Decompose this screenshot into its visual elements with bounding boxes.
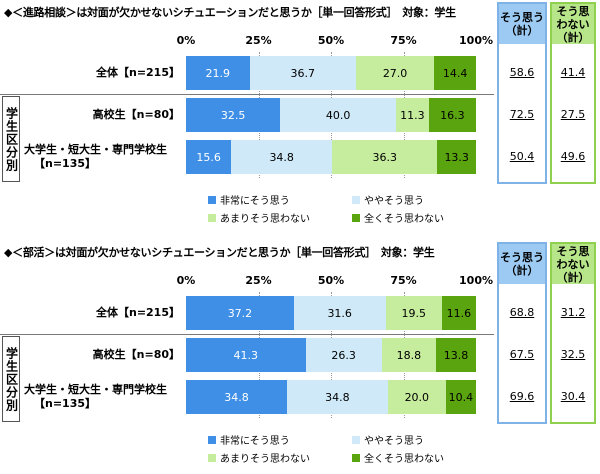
legend-label: 非常にそう思う xyxy=(220,436,290,447)
row-label: 大学生・短大生・専門学校生 【n=135】 xyxy=(24,383,167,410)
summary-header-agree: そう思う（計） xyxy=(499,4,545,44)
stacked-bar: 41.3 26.3 18.8 13.8 xyxy=(186,338,476,372)
legend-swatch xyxy=(352,453,360,462)
legend-item: 非常にそう思う xyxy=(208,192,290,207)
x-tick-label: 25% xyxy=(245,274,272,287)
legend-swatch xyxy=(352,195,360,204)
legend-label: 全くそう思わない xyxy=(364,454,444,465)
legend-item: 非常にそう思う xyxy=(208,432,290,447)
summary-column-agree xyxy=(497,242,547,424)
bar-segment-3: 27.0 xyxy=(355,56,435,90)
bar-segment-4: 11.6 xyxy=(442,296,476,330)
summary-value-disagree: 49.6 xyxy=(560,150,586,163)
bar-segment-3: 18.8 xyxy=(381,338,437,372)
row-label: 全体【n=215】 xyxy=(95,306,180,319)
bar-segment-4: 10.4 xyxy=(445,380,476,414)
summary-column-disagree xyxy=(550,242,596,424)
group-label: 学生区分別 xyxy=(2,96,20,182)
legend-swatch xyxy=(352,213,360,222)
summary-header-agree: そう思う（計） xyxy=(499,244,545,284)
summary-value-disagree: 27.5 xyxy=(560,108,586,121)
stacked-bar: 21.9 36.7 27.0 14.4 xyxy=(186,56,476,90)
chart-title: ◆＜部活＞は対面が欠かせないシチュエーションだと思うか［単一回答形式］ 対象：学… xyxy=(4,246,435,259)
bar-segment-1: 41.3 xyxy=(186,338,306,372)
bar-segment-3: 20.0 xyxy=(387,380,446,414)
bar-segment-2: 31.6 xyxy=(293,296,386,330)
summary-column-disagree xyxy=(550,2,596,184)
legend-label: あまりそう思わない xyxy=(220,454,310,465)
legend-item: ややそう思う xyxy=(352,192,424,207)
x-tick-label: 50% xyxy=(317,34,345,47)
summary-value-agree: 50.4 xyxy=(509,150,535,163)
x-tick-label: 75% xyxy=(390,34,417,47)
summary-value-agree: 67.5 xyxy=(509,348,535,361)
bar-segment-3: 19.5 xyxy=(385,296,443,330)
legend-item: 全くそう思わない xyxy=(352,450,444,465)
x-tick-label: 100% xyxy=(459,274,493,287)
summary-value-agree: 72.5 xyxy=(509,108,535,121)
x-tick-label: 75% xyxy=(390,274,417,287)
summary-value-agree: 68.8 xyxy=(509,306,535,319)
chart-panel-1: ◆＜進路相談＞は対面が欠かせないシチュエーションだと思うか［単一回答形式］ 対象… xyxy=(0,0,600,234)
summary-value-disagree: 31.2 xyxy=(560,306,586,319)
x-tick-label: 25% xyxy=(245,34,272,47)
summary-column-agree xyxy=(497,2,547,184)
legend-label: あまりそう思わない xyxy=(220,214,310,225)
x-tick-label: 50% xyxy=(317,274,345,287)
summary-value-disagree: 41.4 xyxy=(560,66,586,79)
stacked-bar: 15.6 34.8 36.3 13.3 xyxy=(186,140,476,174)
legend-item: あまりそう思わない xyxy=(208,450,310,465)
legend-item: ややそう思う xyxy=(352,432,424,447)
bar-segment-2: 34.8 xyxy=(286,380,388,414)
bar-segment-1: 21.9 xyxy=(186,56,250,90)
legend-label: 非常にそう思う xyxy=(220,196,290,207)
legend-label: 全くそう思わない xyxy=(364,214,444,225)
bar-segment-3: 36.3 xyxy=(332,140,438,174)
chart-title: ◆＜進路相談＞は対面が欠かせないシチュエーションだと思うか［単一回答形式］ 対象… xyxy=(4,6,456,19)
legend-swatch xyxy=(352,435,360,444)
legend-swatch xyxy=(208,453,216,462)
bar-segment-1: 37.2 xyxy=(186,296,294,330)
group-label: 学生区分別 xyxy=(2,336,20,422)
bar-segment-2: 40.0 xyxy=(280,98,397,132)
chart-panel-2: ◆＜部活＞は対面が欠かせないシチュエーションだと思うか［単一回答形式］ 対象：学… xyxy=(0,240,600,474)
legend-swatch xyxy=(208,195,216,204)
legend-swatch xyxy=(208,213,216,222)
stacked-bar: 32.5 40.0 11.3 16.3 xyxy=(186,98,476,132)
row-label: 高校生【n=80】 xyxy=(92,348,180,361)
row-separator xyxy=(0,334,494,335)
legend-swatch xyxy=(208,435,216,444)
bar-segment-4: 13.8 xyxy=(436,338,476,372)
row-label: 高校生【n=80】 xyxy=(92,108,180,121)
summary-value-disagree: 32.5 xyxy=(560,348,586,361)
row-label: 全体【n=215】 xyxy=(95,66,180,79)
stacked-bar: 37.2 31.6 19.5 11.6 xyxy=(186,296,476,330)
bar-segment-4: 16.3 xyxy=(428,98,476,132)
legend-item: あまりそう思わない xyxy=(208,210,310,225)
x-tick-label: 0% xyxy=(176,274,196,287)
summary-header-disagree: そう思わない（計） xyxy=(552,244,594,284)
row-separator xyxy=(0,94,494,95)
summary-header-disagree: そう思わない（計） xyxy=(552,4,594,44)
bar-segment-1: 15.6 xyxy=(186,140,232,174)
summary-value-disagree: 30.4 xyxy=(560,390,586,403)
bar-segment-4: 14.4 xyxy=(434,56,476,90)
x-tick-label: 100% xyxy=(459,34,493,47)
legend-label: ややそう思う xyxy=(364,196,424,207)
legend-item: 全くそう思わない xyxy=(352,210,444,225)
bar-segment-3: 11.3 xyxy=(396,98,429,132)
bar-segment-2: 34.8 xyxy=(231,140,333,174)
row-label: 大学生・短大生・専門学校生 【n=135】 xyxy=(24,143,167,170)
legend-label: ややそう思う xyxy=(364,436,424,447)
bar-segment-2: 36.7 xyxy=(249,56,356,90)
bar-segment-4: 13.3 xyxy=(437,140,476,174)
bar-segment-2: 26.3 xyxy=(305,338,382,372)
bar-segment-1: 32.5 xyxy=(186,98,281,132)
stacked-bar: 34.8 34.8 20.0 10.4 xyxy=(186,380,476,414)
summary-value-agree: 58.6 xyxy=(509,66,535,79)
summary-value-agree: 69.6 xyxy=(509,390,535,403)
x-tick-label: 0% xyxy=(176,34,196,47)
bar-segment-1: 34.8 xyxy=(186,380,287,414)
